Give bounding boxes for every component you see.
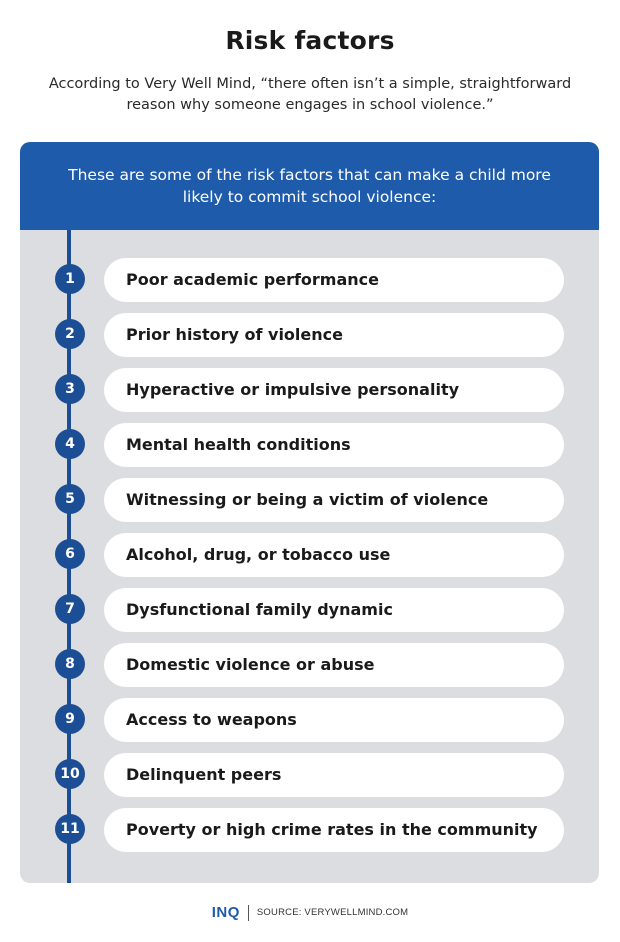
list-item: 9 Access to weapons (20, 698, 599, 742)
item-label: Delinquent peers (104, 753, 564, 797)
item-number-badge: 7 (55, 594, 85, 624)
item-label: Poverty or high crime rates in the commu… (104, 808, 564, 852)
item-number-badge: 5 (55, 484, 85, 514)
item-number-badge: 2 (55, 319, 85, 349)
list-item: 8 Domestic violence or abuse (20, 643, 599, 687)
item-label: Hyperactive or impulsive personality (104, 368, 564, 412)
list-item: 5 Witnessing or being a victim of violen… (20, 478, 599, 522)
list-item: 1 Poor academic performance (20, 258, 599, 302)
item-number-badge: 3 (55, 374, 85, 404)
list-item: 3 Hyperactive or impulsive personality (20, 368, 599, 412)
item-label: Dysfunctional family dynamic (104, 588, 564, 632)
item-number-badge: 6 (55, 539, 85, 569)
item-label: Alcohol, drug, or tobacco use (104, 533, 564, 577)
page-subtitle: According to Very Well Mind, “there ofte… (48, 76, 572, 113)
list-item: 11 Poverty or high crime rates in the co… (20, 808, 599, 852)
item-label: Mental health conditions (104, 423, 564, 467)
inq-logo: INQ (211, 904, 240, 921)
list-item: 2 Prior history of violence (20, 313, 599, 357)
item-number-badge: 9 (55, 704, 85, 734)
item-number-badge: 10 (55, 759, 85, 789)
footer-divider (247, 904, 249, 921)
page-title: Risk factors (225, 26, 395, 55)
list-item: 6 Alcohol, drug, or tobacco use (20, 533, 599, 577)
footer: INQ SOURCE: VERYWELLMIND.COM (0, 902, 620, 922)
item-label: Domestic violence or abuse (104, 643, 564, 687)
list-item: 7 Dysfunctional family dynamic (20, 588, 599, 632)
panel-header: These are some of the risk factors that … (20, 142, 599, 230)
source-credit: SOURCE: VERYWELLMIND.COM (256, 907, 409, 918)
item-number-badge: 1 (55, 264, 85, 294)
item-number-badge: 4 (55, 429, 85, 459)
item-label: Access to weapons (104, 698, 564, 742)
list-item: 4 Mental health conditions (20, 423, 599, 467)
item-number-badge: 11 (55, 814, 85, 844)
item-number-badge: 8 (55, 649, 85, 679)
list-item: 10 Delinquent peers (20, 753, 599, 797)
item-label: Witnessing or being a victim of violence (104, 478, 564, 522)
item-label: Poor academic performance (104, 258, 564, 302)
item-label: Prior history of violence (104, 313, 564, 357)
risk-factors-panel: These are some of the risk factors that … (20, 142, 599, 883)
